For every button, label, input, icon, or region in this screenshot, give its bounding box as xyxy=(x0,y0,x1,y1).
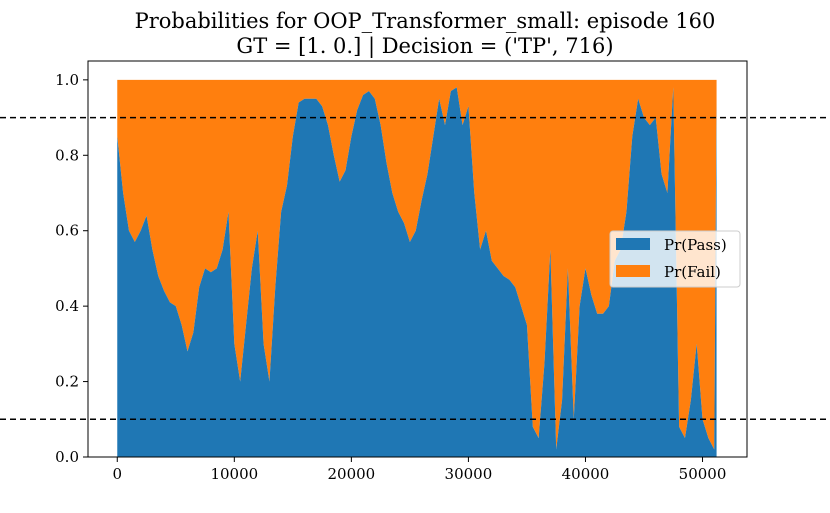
legend-label-pass: Pr(Pass) xyxy=(664,236,727,254)
legend: Pr(Pass) Pr(Fail) xyxy=(609,230,741,288)
plot-area xyxy=(0,60,830,458)
y-tick-label: 1.0 xyxy=(55,71,79,89)
chart-title: Probabilities for OOP_Transformer_small:… xyxy=(135,9,716,33)
plot-frame xyxy=(87,60,748,458)
y-tick-label: 0.6 xyxy=(55,222,79,240)
x-tick-label: 40000 xyxy=(562,465,610,483)
legend-swatch-pass xyxy=(616,238,650,250)
fail-area xyxy=(117,79,717,450)
x-tick-label: 30000 xyxy=(445,465,493,483)
x-tick-label: 20000 xyxy=(328,465,376,483)
x-tick-label: 10000 xyxy=(210,465,258,483)
legend-swatch-fail xyxy=(616,265,650,277)
chart-subtitle: GT = [1. 0.] | Decision = ('TP', 716) xyxy=(236,34,613,59)
y-tick-label: 0.0 xyxy=(55,448,79,466)
legend-label-fail: Pr(Fail) xyxy=(664,263,721,281)
y-axis: 0.0 0.2 0.4 0.6 0.8 1.0 xyxy=(55,71,88,466)
y-tick-label: 0.4 xyxy=(55,297,79,315)
pass-area xyxy=(117,87,717,458)
y-tick-label: 0.8 xyxy=(55,146,79,164)
y-tick-label: 0.2 xyxy=(55,373,79,391)
x-tick-label: 0 xyxy=(112,465,122,483)
x-axis: 0 10000 20000 30000 40000 50000 xyxy=(112,457,726,483)
x-tick-label: 50000 xyxy=(679,465,727,483)
